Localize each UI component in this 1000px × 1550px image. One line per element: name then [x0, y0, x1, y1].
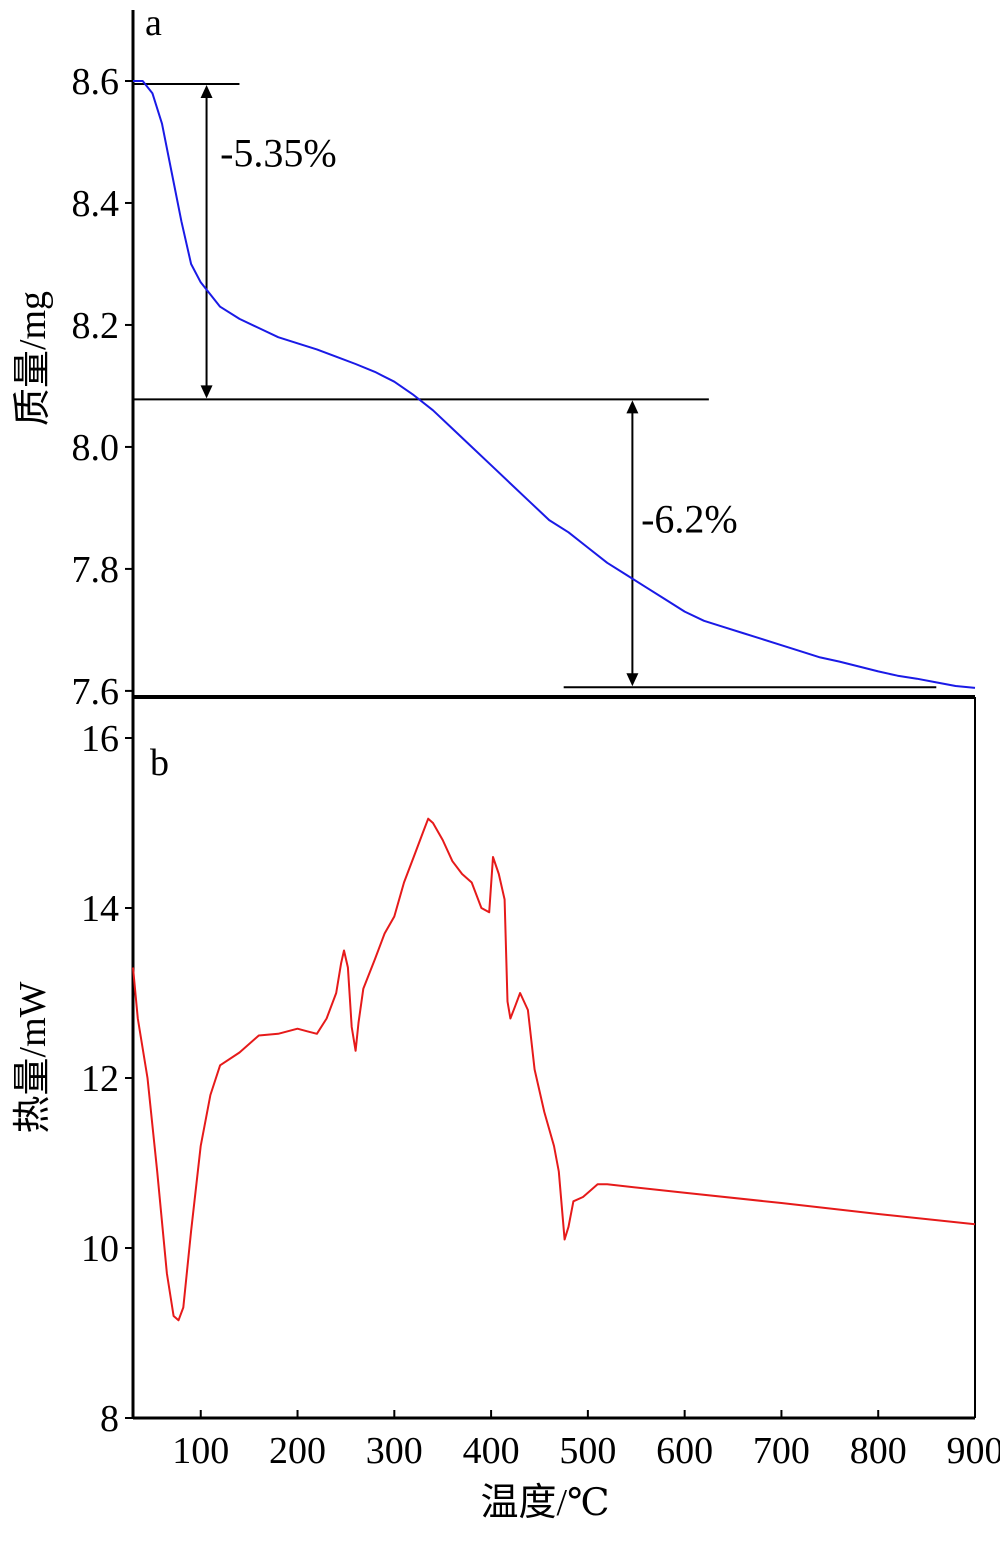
panel-a-y-tick-label: 8.6	[72, 61, 120, 103]
panel-b-x-tick-label: 600	[656, 1430, 713, 1472]
panel-b-y-tick-label: 8	[100, 1398, 119, 1440]
x-axis-title: 温度/℃	[480, 1482, 609, 1524]
panel-a-y-tick-label: 8.4	[72, 183, 120, 225]
panel-a-y-axis-title: 质量/mg	[12, 291, 54, 426]
panel-b-label: b	[150, 742, 169, 784]
panel-a-y-tick-label: 7.6	[72, 671, 120, 713]
panel-b-y-tick-label: 10	[81, 1228, 119, 1270]
panel-a-mass-series-line	[133, 80, 976, 689]
panel-a-annotation: -5.35%	[220, 130, 337, 175]
panel-b-heat-series-line	[132, 817, 976, 1322]
panel-b-x-tick-label: 500	[559, 1430, 616, 1472]
panel-b-y-tick-label: 12	[81, 1058, 119, 1100]
panel-b-y-axis-title: 热量/mW	[12, 981, 54, 1133]
panel-b-heat-chart: 8 10 12 14 16 100 200 300 400 500 600 700 800 900 热量/m…	[12, 697, 1000, 1524]
panel-b-x-tick-label: 900	[947, 1430, 1000, 1472]
panel-a-y-tick-label: 7.8	[72, 549, 120, 591]
panel-a-label: a	[145, 2, 162, 44]
panel-b-x-tick-label: 100	[172, 1430, 229, 1472]
panel-a-y-tick-label: 8.2	[72, 305, 120, 347]
panel-a-mass-chart: 7.6 7.8 8.0 8.2 8.4 8.6 质量/mg a -5.35% -6.2%	[12, 2, 976, 713]
panel-b-x-tick-label: 400	[463, 1430, 520, 1472]
panel-a-y-tick-label: 8.0	[72, 427, 120, 469]
panel-a-double-arrow	[200, 85, 213, 399]
panel-b-x-tick-label: 200	[269, 1430, 326, 1472]
panel-b-x-tick-label: 300	[366, 1430, 423, 1472]
panel-a-double-arrow	[626, 400, 639, 687]
panel-a-annotation: -6.2%	[641, 496, 738, 541]
panel-b-x-tick-label: 700	[753, 1430, 810, 1472]
panel-b-y-tick-label: 14	[81, 888, 119, 930]
panel-b-x-tick-label: 800	[850, 1430, 907, 1472]
panel-b-y-tick-label: 16	[81, 718, 119, 760]
